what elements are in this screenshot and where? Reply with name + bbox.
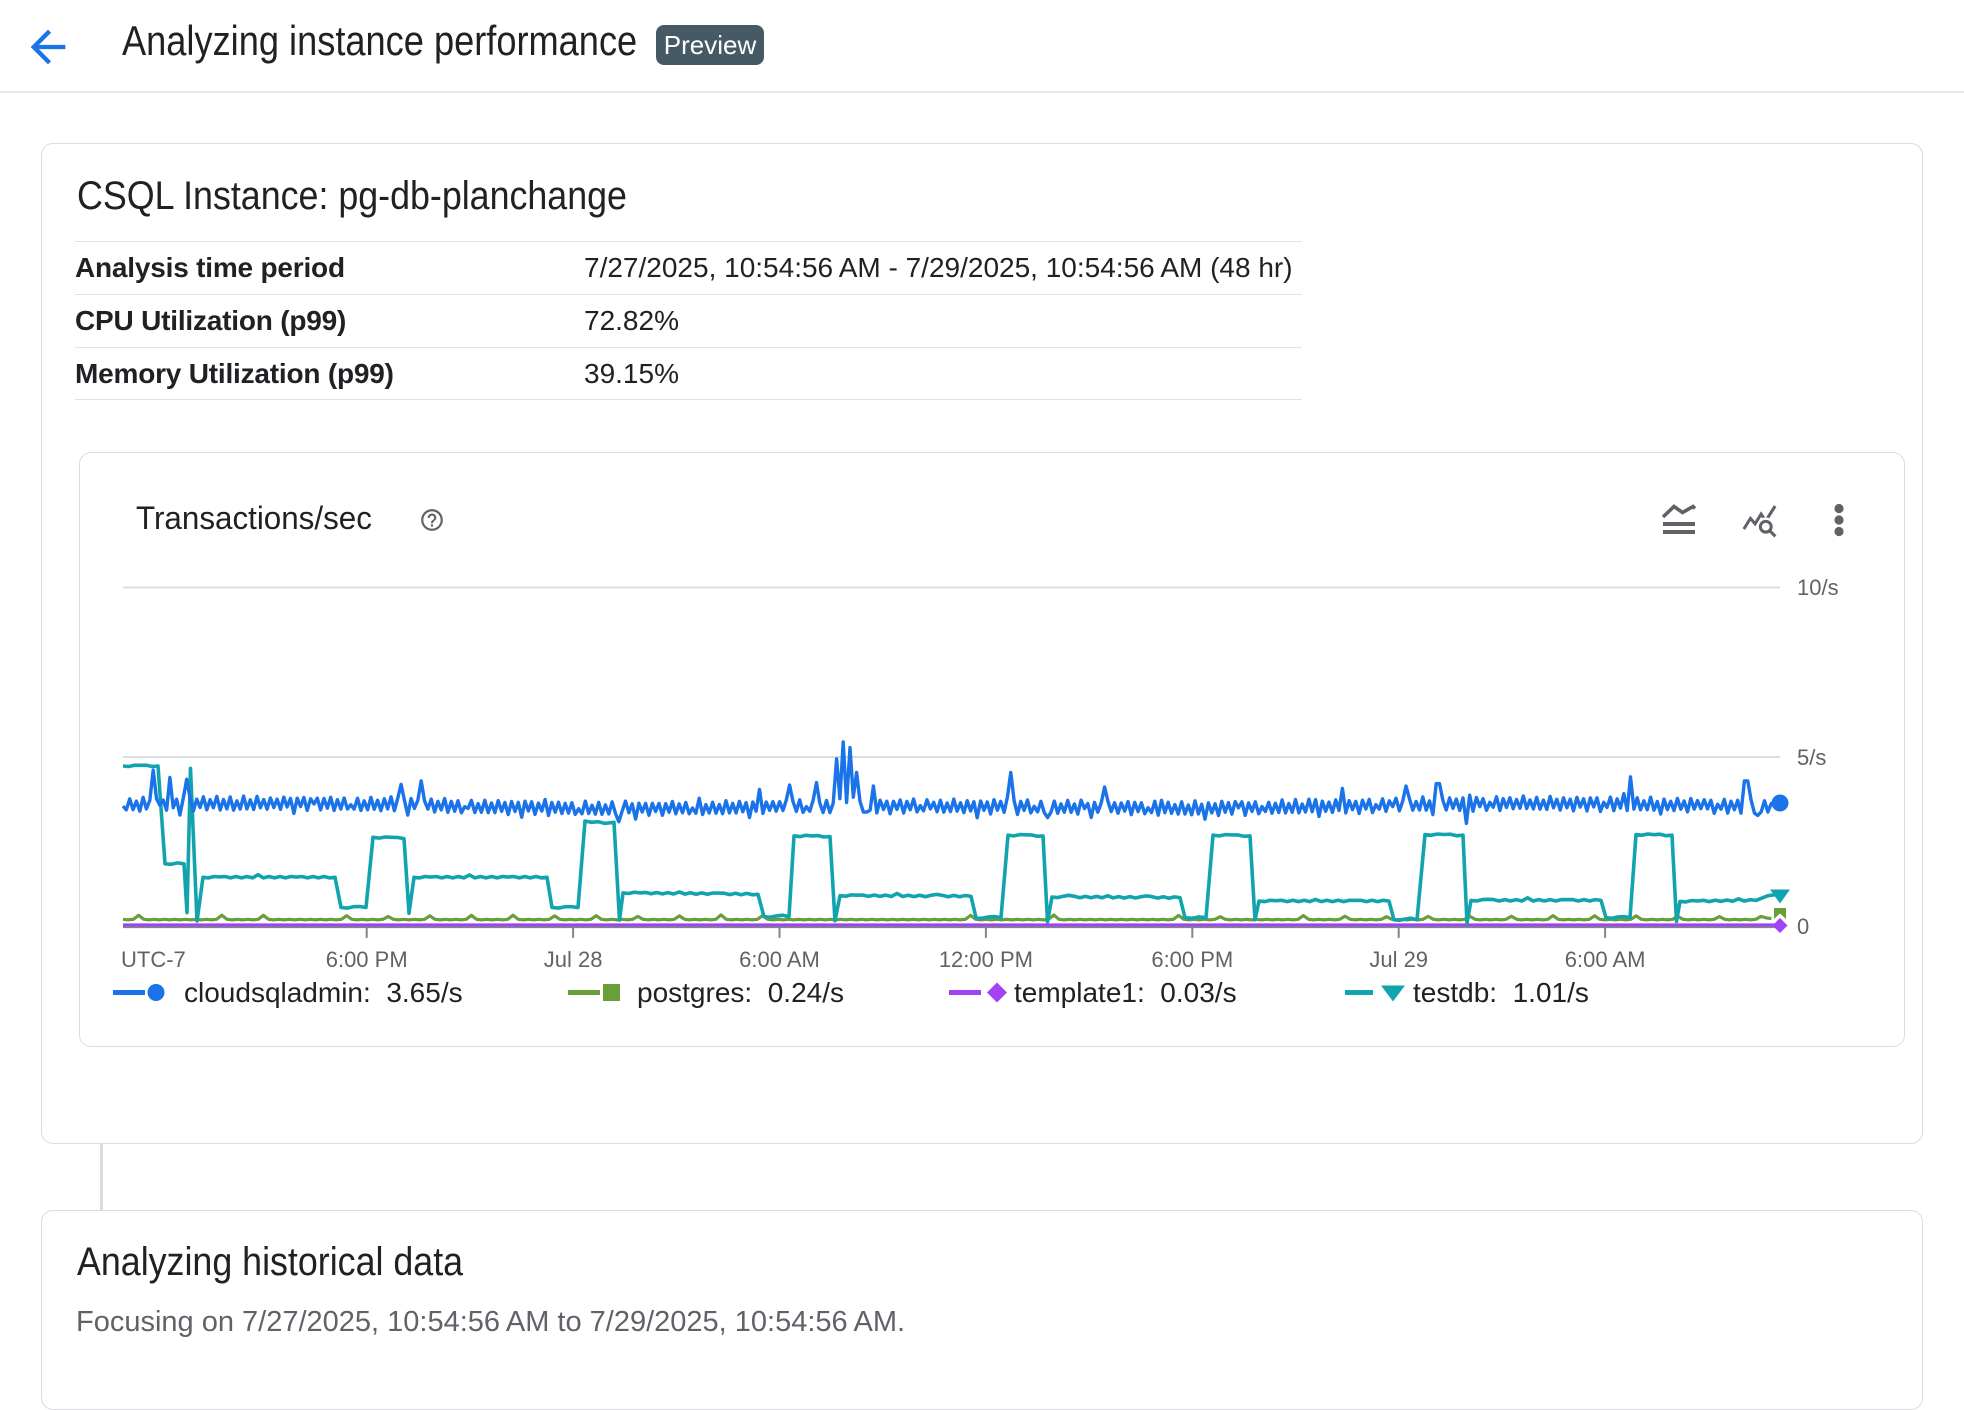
svg-text:6:00 PM: 6:00 PM (1151, 947, 1233, 972)
svg-text:Jul 28: Jul 28 (544, 947, 603, 972)
svg-text:Jul 29: Jul 29 (1369, 947, 1428, 972)
svg-text:0: 0 (1797, 914, 1809, 939)
svg-text:UTC-7: UTC-7 (121, 947, 186, 972)
svg-text:template1: 0.03/s: template1: 0.03/s (1014, 977, 1237, 1008)
svg-text:cloudsqladmin: 3.65/s: cloudsqladmin: 3.65/s (184, 977, 463, 1008)
svg-text:10/s: 10/s (1797, 575, 1839, 600)
svg-text:12:00 PM: 12:00 PM (939, 947, 1033, 972)
svg-text:postgres: 0.24/s: postgres: 0.24/s (637, 977, 844, 1008)
svg-text:6:00 AM: 6:00 AM (739, 947, 820, 972)
svg-text:5/s: 5/s (1797, 745, 1826, 770)
svg-text:6:00 AM: 6:00 AM (1565, 947, 1646, 972)
svg-text:testdb: 1.01/s: testdb: 1.01/s (1413, 977, 1589, 1008)
svg-text:6:00 PM: 6:00 PM (326, 947, 408, 972)
